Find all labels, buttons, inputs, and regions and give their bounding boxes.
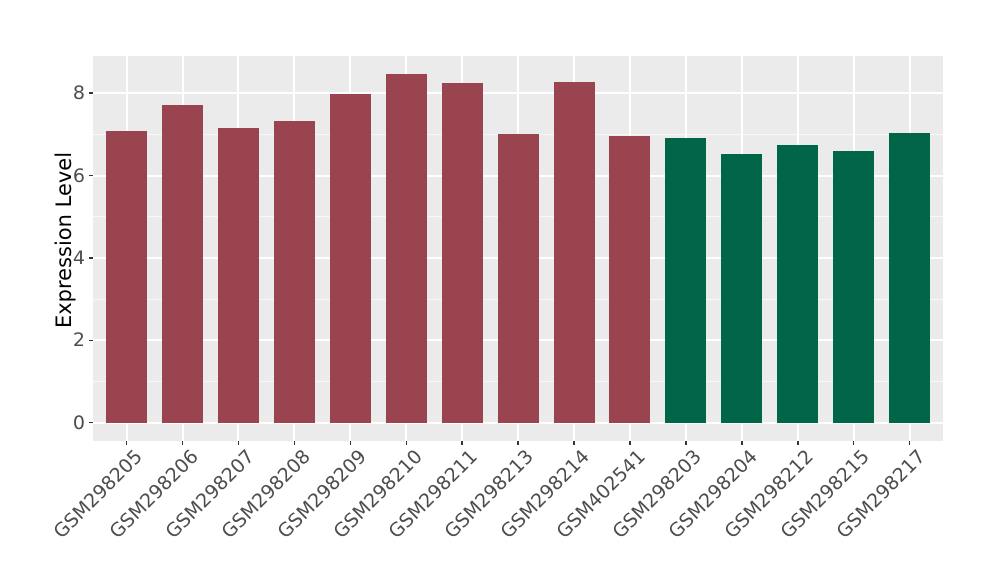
bar-GSM298204 [721,153,763,423]
xtick-mark-GSM402541 [629,441,631,445]
xtick-mark-GSM298207 [237,441,240,445]
xtick-mark-GSM298213 [517,441,519,445]
xtick-mark-GSM298211 [461,441,463,445]
bar-GSM298209 [329,93,371,423]
xtick-mark-GSM298206 [181,441,184,445]
ytick-label-0: 0 [72,411,85,434]
xtick-mark-GSM298203 [685,441,687,445]
xtick-mark-GSM298212 [797,441,799,445]
xtick-mark-GSM298208 [293,441,296,445]
bar-GSM298205 [106,131,148,423]
ytick-mark-4 [89,257,93,259]
plot-panel [93,56,943,441]
ytick-label-2: 2 [72,329,85,352]
xtick-mark-GSM298217 [908,441,911,445]
ytick-label-8: 8 [72,82,85,105]
ytick-mark-2 [89,339,93,342]
ytick-mark-8 [89,92,93,94]
bar-GSM298215 [833,150,875,423]
bar-GSM298211 [441,82,483,423]
xtick-mark-GSM298215 [852,441,855,445]
bar-GSM298217 [889,132,931,423]
xtick-mark-GSM298209 [349,441,352,445]
bar-GSM298212 [777,145,819,423]
bar-GSM298213 [497,133,539,423]
ytick-mark-0 [89,421,93,424]
xtick-mark-GSM298205 [125,441,128,445]
bar-GSM402541 [609,135,651,423]
ytick-mark-6 [89,174,93,177]
bar-GSM298210 [385,73,427,423]
xtick-mark-GSM298204 [741,441,743,445]
bar-GSM298214 [553,81,595,423]
bar-GSM298207 [217,128,259,423]
bar-GSM298206 [162,105,204,423]
bar-GSM298208 [273,120,315,423]
bar-GSM298203 [665,138,707,423]
ytick-label-6: 6 [72,164,85,187]
xtick-mark-GSM298214 [573,441,575,445]
xtick-mark-GSM298210 [405,441,407,445]
ytick-label-4: 4 [72,246,85,269]
